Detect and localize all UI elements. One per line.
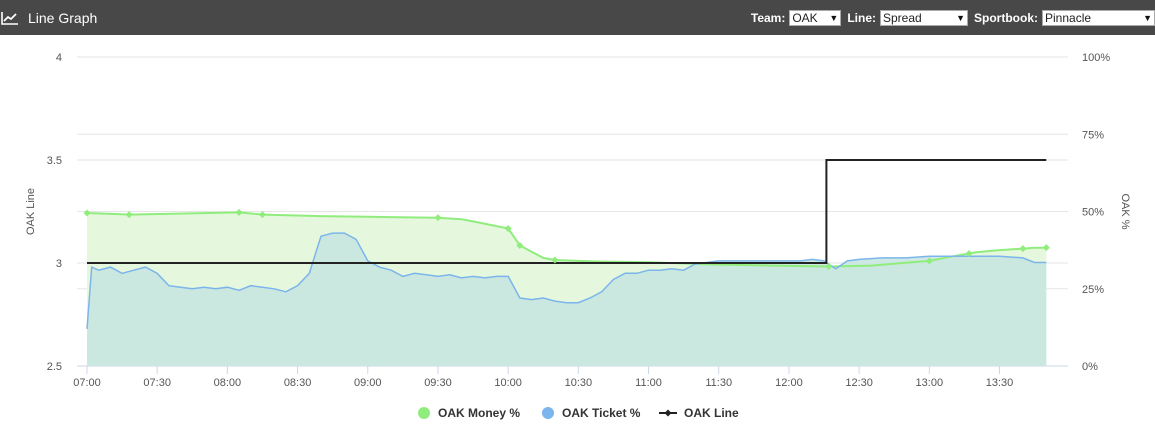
money-marker [1042,244,1050,252]
money-marker [504,224,512,232]
x-tick-label: 11:00 [635,377,662,389]
y-left-tick-label: 3.5 [47,155,62,167]
y-right-tick-label: 25% [1082,284,1104,296]
legend-money-label: OAK Money % [438,406,520,420]
chevron-down-icon: ▼ [829,12,839,23]
x-tick-label: 09:30 [424,377,452,389]
series-markers [83,208,1050,271]
y-left-tick-label: 3 [56,258,62,270]
legend-money-symbol [418,407,430,419]
x-tick-label: 08:00 [214,377,242,389]
money-marker [1019,245,1027,253]
x-tick-label: 09:00 [354,377,382,389]
sportbook-label: Sportbook: [974,10,1038,25]
money-marker [83,209,91,217]
money-marker [125,211,133,219]
legend: OAK Money % OAK Ticket % OAK Line [418,406,739,420]
chart-title: Line Graph [28,9,98,26]
team-label: Team: [750,10,786,25]
line-select-value: Spread [883,10,922,25]
y-left-tick-label: 2.5 [47,361,62,373]
y-left-tick-label: 4 [56,52,62,64]
sportbook-select[interactable]: Pinnacle ▼ [1042,9,1155,26]
line-select[interactable]: Spread ▼ [880,9,968,26]
y-axis-left-title: OAK Line [25,188,37,235]
money-marker [516,241,524,249]
money-marker [925,257,933,265]
series-areas [87,212,1047,366]
line-graph-chart: 2.5 3 3.5 4 0% 25% 50% 75% 100% 07:00 07:30 08:00 08… [25,52,1131,420]
legend-ticket-symbol [542,407,554,419]
axis-ticks: 2.5 3 3.5 4 0% 25% 50% 75% 100% 07:00 07:30 08:00 08… [47,52,1111,389]
money-marker [258,211,266,219]
x-tick-label: 10:30 [565,377,593,389]
team-select-value: OAK [792,10,818,25]
y-right-tick-label: 100% [1082,52,1110,64]
x-tick-label: 13:30 [986,377,1014,389]
series-lines [86,159,1047,329]
x-tick-label: 13:00 [916,377,944,389]
x-tick-label: 08:30 [284,377,312,389]
chart-header: Line Graph Team: OAK ▼ Line: Spread ▼ Sp… [0,0,1155,35]
x-tick-label: 11:30 [705,377,732,389]
x-tick-label: 07:30 [143,377,171,389]
money-marker [434,214,442,222]
line-chart-icon [1,11,18,25]
x-tick-label: 12:00 [775,377,803,389]
legend-line-marker [664,409,672,417]
title-block: Line Graph [0,0,97,35]
ticket-line [86,232,1047,329]
legend-ticket-label: OAK Ticket % [562,406,641,420]
chart-controls: Team: OAK ▼ Line: Spread ▼ Sportbook: Pi… [751,0,1155,35]
team-select[interactable]: OAK ▼ [789,9,842,26]
money-marker [235,208,243,216]
oak-line-step [87,159,1047,264]
x-tick-label: 10:00 [494,377,522,389]
line-label: Line: [847,10,876,25]
chevron-down-icon: ▼ [956,12,965,23]
legend-line-label: OAK Line [684,406,739,420]
money-marker [825,263,833,271]
y-axis-right-title: OAK % [1119,193,1131,229]
chevron-down-icon: ▼ [1143,12,1152,23]
y-right-tick-label: 0% [1082,361,1098,373]
x-tick-label: 07:00 [73,377,101,389]
money-line [86,211,1047,268]
y-right-tick-label: 50% [1082,207,1104,219]
sportbook-select-value: Pinnacle [1045,10,1092,25]
y-right-tick-label: 75% [1082,129,1104,141]
x-tick-label: 12:30 [845,377,873,389]
money-marker [965,249,973,257]
money-marker [551,256,559,264]
